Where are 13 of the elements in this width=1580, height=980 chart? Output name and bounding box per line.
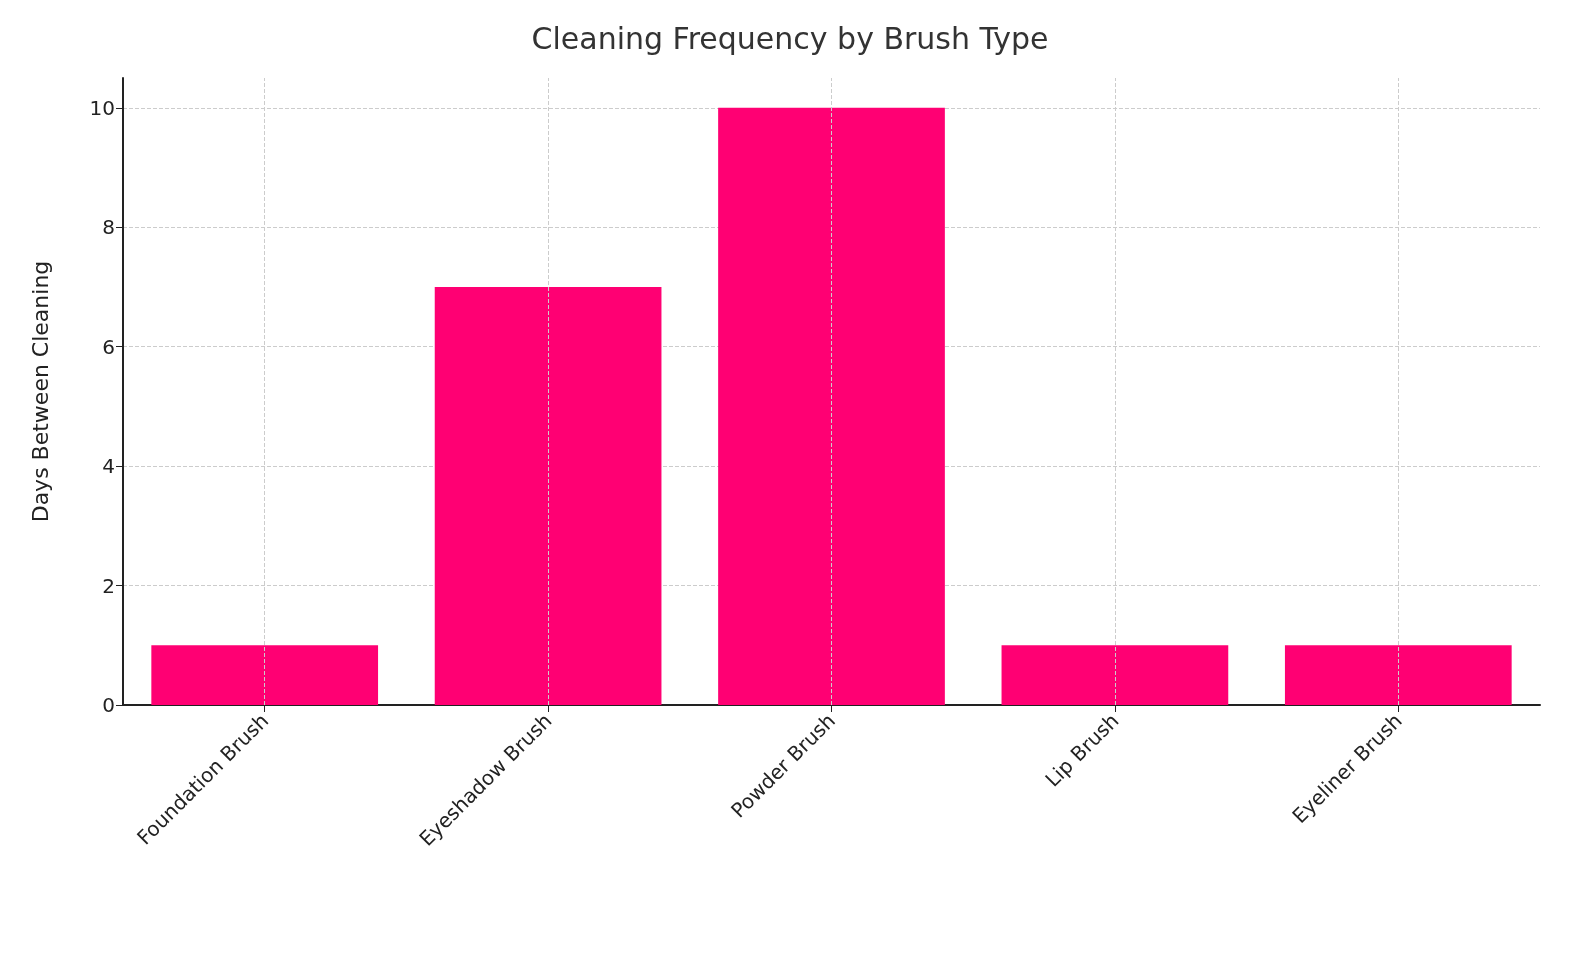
y-tick-label: 8 (102, 215, 115, 240)
bar (718, 107, 945, 705)
y-axis-title: Days Between Cleaning (27, 260, 53, 523)
y-tick-label: 2 (102, 573, 115, 598)
bar (1284, 645, 1512, 705)
bar (151, 645, 379, 705)
bar (434, 287, 662, 705)
bar (1001, 645, 1229, 705)
y-tick-label: 10 (89, 95, 115, 120)
y-tick-label: 4 (102, 454, 115, 479)
chart-title: Cleaning Frequency by Brush Type (531, 20, 1049, 56)
y-tick-label: 0 (102, 693, 115, 717)
y-tick-label: 6 (102, 334, 115, 359)
